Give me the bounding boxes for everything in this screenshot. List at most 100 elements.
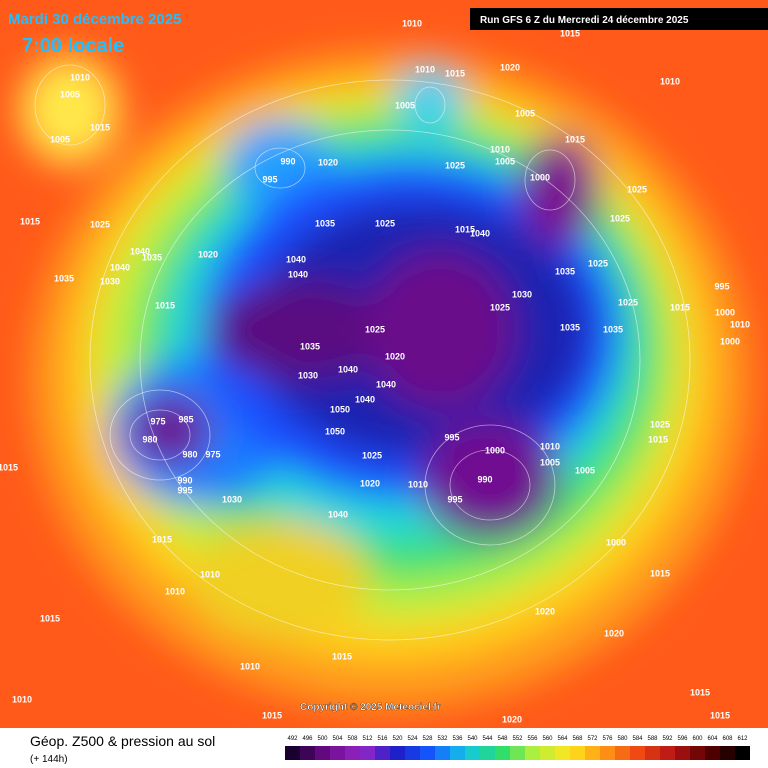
isobar-label: 1010 [730, 319, 750, 329]
isobar-label: 995 [447, 494, 462, 504]
isobar-label: 1020 [385, 351, 405, 361]
colorbar-tick-label: 576 [602, 736, 613, 742]
colorbar-tick-label: 492 [287, 736, 298, 742]
isobar-label: 990 [477, 474, 492, 484]
colorbar-swatch [555, 746, 570, 760]
isobar-label: 1035 [603, 324, 623, 334]
isobar-label: 1025 [618, 297, 638, 307]
isobar-label: 1040 [286, 254, 306, 264]
colorbar-swatch [525, 746, 540, 760]
colorbar-swatch [720, 746, 735, 760]
isobar-label: 1005 [515, 108, 535, 118]
colorbar-tick-label: 500 [317, 736, 328, 742]
colorbar-swatch [570, 746, 585, 760]
colorbar-tick-label: 580 [617, 736, 628, 742]
colorbar-tick-label: 560 [542, 736, 553, 742]
colorbar-tick-label: 536 [452, 736, 463, 742]
colorbar-tick-label: 540 [467, 736, 478, 742]
isobar-label: 1030 [512, 289, 532, 299]
run-info: Run GFS 6 Z du Mercredi 24 décembre 2025 [480, 15, 689, 26]
colorbar-tick-label: 524 [407, 736, 418, 742]
colorbar-swatch [645, 746, 660, 760]
isobar-label: 1040 [328, 509, 348, 519]
colorbar-swatch [660, 746, 675, 760]
isobar-label: 1010 [165, 586, 185, 596]
isobar-label: 1040 [355, 394, 375, 404]
colorbar-swatch [585, 746, 600, 760]
isobar-label: 1025 [627, 184, 647, 194]
isobar-label: 995 [177, 485, 192, 495]
colorbar-swatch [675, 746, 690, 760]
isobar-label: 1015 [565, 134, 585, 144]
colorbar-tick-label: 568 [572, 736, 583, 742]
colorbar-tick-label: 516 [377, 736, 388, 742]
isobar-label: 1020 [502, 714, 522, 724]
isobar-label: 1035 [555, 266, 575, 276]
colorbar-tick-label: 600 [692, 736, 703, 742]
colorbar-swatch [690, 746, 705, 760]
isobar-label: 1020 [318, 157, 338, 167]
colorbar-swatch [285, 746, 300, 760]
colorbar-swatch [600, 746, 615, 760]
isobar-label: 1020 [198, 249, 218, 259]
isobar-label: 1025 [610, 213, 630, 223]
legend-title: Géop. Z500 & pression au sol [30, 733, 215, 749]
isobar-label: 1015 [455, 224, 475, 234]
isobar-label: 1010 [200, 569, 220, 579]
isobar-label: 1010 [408, 479, 428, 489]
isobar-label: 1000 [530, 172, 550, 182]
map-time: 7:00 locale [22, 35, 124, 57]
colorbar-swatch [420, 746, 435, 760]
isobar-label: 1010 [415, 64, 435, 74]
isobar-label: 1020 [604, 628, 624, 638]
isobar-label: 1025 [588, 258, 608, 268]
isobar-label: 1015 [332, 651, 352, 661]
isobar-label: 1030 [100, 276, 120, 286]
colorbar-tick-label: 544 [482, 736, 493, 742]
isobar-label: 1020 [500, 62, 520, 72]
colorbar-swatch [735, 746, 750, 760]
colorbar-tick-label: 532 [437, 736, 448, 742]
isobar-label: 1015 [710, 710, 730, 720]
isobar-label: 1005 [60, 89, 80, 99]
colorbar-swatch [330, 746, 345, 760]
isobar-label: 1015 [560, 28, 580, 38]
isobar-label: 990 [177, 475, 192, 485]
isobar-label: 1015 [262, 710, 282, 720]
colorbar-swatch [465, 746, 480, 760]
colorbar-swatch [300, 746, 315, 760]
isobar-label: 1015 [90, 122, 110, 132]
isobar-label: 1030 [298, 370, 318, 380]
isobar-label: 1040 [130, 246, 150, 256]
isobar-label: 1025 [490, 302, 510, 312]
isobar-label: 1015 [650, 568, 670, 578]
isobar-label: 1010 [540, 441, 560, 451]
isobar-label: 1015 [0, 462, 18, 472]
run-box [470, 8, 768, 30]
isobar-label: 1025 [90, 219, 110, 229]
legend-lead: (+ 144h) [30, 754, 68, 765]
colorbar-tick-label: 612 [737, 736, 748, 742]
colorbar-swatch [375, 746, 390, 760]
colorbar-swatch [450, 746, 465, 760]
copyright: Copyright © 2025 Meteociel.fr [300, 702, 441, 713]
isobar-label: 1020 [360, 478, 380, 488]
isobar-label: 1025 [445, 160, 465, 170]
colorbar-tick-label: 564 [557, 736, 568, 742]
colorbar-tick-label: 572 [587, 736, 598, 742]
colorbar-tick-label: 556 [527, 736, 538, 742]
isobar-label: 1020 [535, 606, 555, 616]
isobar-label: 1000 [720, 336, 740, 346]
isobar-label: 1010 [660, 76, 680, 86]
isobar-label: 985 [178, 414, 193, 424]
colorbar-swatch [390, 746, 405, 760]
colorbar-swatch [435, 746, 450, 760]
isobar-label: 1005 [50, 134, 70, 144]
colorbar-tick-label: 496 [302, 736, 313, 742]
isobar-label: 1010 [240, 661, 260, 671]
isobar-label: 1015 [152, 534, 172, 544]
isobar-label: 1010 [402, 18, 422, 28]
colorbar-swatch [510, 746, 525, 760]
colorbar-swatch [540, 746, 555, 760]
